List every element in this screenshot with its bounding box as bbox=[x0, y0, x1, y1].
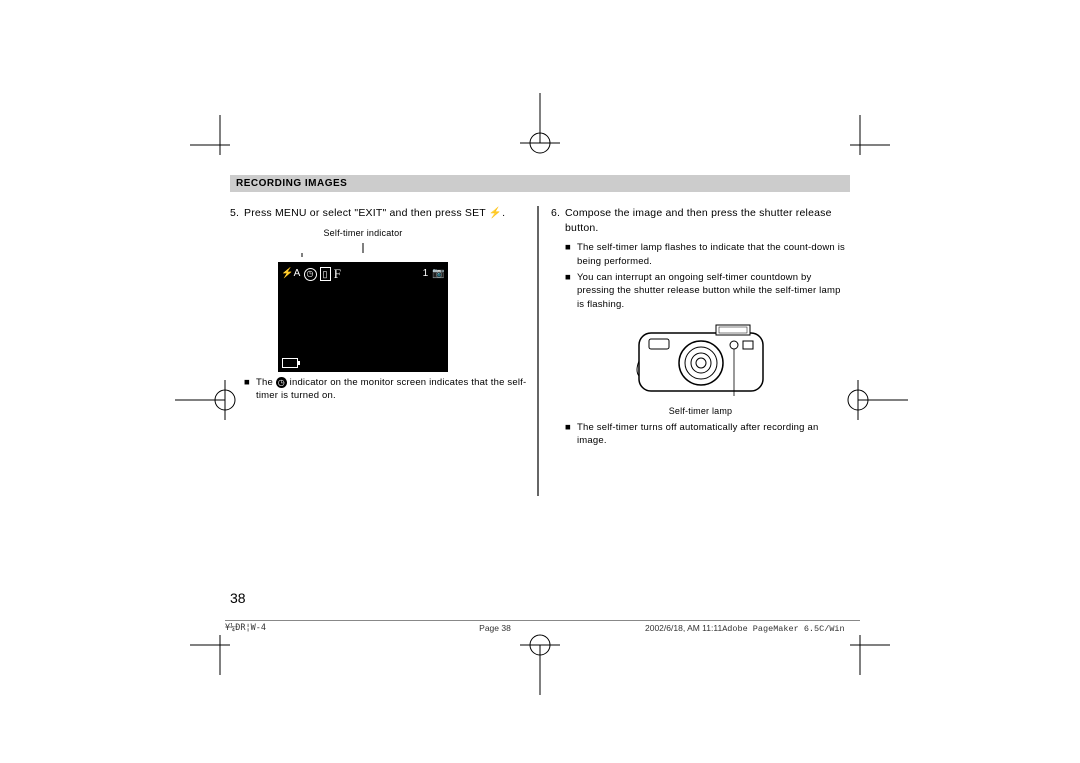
footer-meta: 2002/6/18, AM 11:11Adobe PageMaker 6.5C/… bbox=[595, 623, 860, 634]
two-column-layout: 5. Press MENU or select "EXIT" and then … bbox=[230, 206, 850, 496]
lcd-screen: ⚡A ◷ ▯ F 1 📷 bbox=[278, 262, 448, 372]
lcd-top-row: ⚡A ◷ ▯ F 1 📷 bbox=[281, 265, 445, 283]
square-bullet-icon: ■ bbox=[565, 421, 577, 448]
step-number: 5. bbox=[230, 206, 244, 221]
left-column: 5. Press MENU or select "EXIT" and then … bbox=[230, 206, 537, 496]
flash-icon: ⚡ bbox=[489, 207, 502, 219]
camera-illustration-icon bbox=[631, 321, 771, 396]
crop-mark-tl bbox=[190, 115, 250, 175]
square-bullet-icon: ■ bbox=[565, 271, 577, 311]
battery-icon bbox=[282, 358, 298, 368]
note-bullet: ■ You can interrupt an ongoing self-time… bbox=[565, 271, 850, 311]
note-bullet: ■ The self-timer lamp flashes to indicat… bbox=[565, 241, 850, 268]
column-divider bbox=[537, 206, 539, 496]
step-text: Press MENU or select "EXIT" and then pre… bbox=[244, 206, 529, 221]
camera-caption: Self-timer lamp bbox=[626, 405, 776, 418]
note-bullet: ■ The self-timer turns off automatically… bbox=[565, 421, 850, 448]
lcd-caption-top: Self-timer indicator bbox=[258, 227, 468, 240]
timer-inline-icon: ◷ bbox=[276, 377, 287, 388]
crop-mark-tr bbox=[830, 115, 890, 175]
square-bullet-icon: ■ bbox=[565, 241, 577, 268]
footer-page: Page 38 bbox=[395, 623, 595, 634]
step-6: 6. Compose the image and then press the … bbox=[551, 206, 850, 235]
right-column: 6. Compose the image and then press the … bbox=[547, 206, 850, 496]
print-footer: ¥¼ÐR¦W-4 Page 38 2002/6/18, AM 11:11Adob… bbox=[225, 620, 860, 634]
shot-count: 1 bbox=[423, 267, 429, 281]
note-bullet: ■ The ◷ indicator on the monitor screen … bbox=[244, 376, 529, 403]
camera-figure: Self-timer lamp bbox=[626, 321, 776, 417]
timer-icon: ◷ bbox=[304, 268, 317, 281]
step-number: 6. bbox=[551, 206, 565, 235]
flash-auto-icon: ⚡A bbox=[281, 267, 301, 281]
page-content: RECORDING IMAGES 5. Press MENU or select… bbox=[230, 175, 850, 496]
f-indicator: F bbox=[334, 265, 341, 283]
lcd-figure: Self-timer indicator ⚡A ◷ ▯ F 1 📷 bbox=[258, 227, 468, 372]
square-bullet-icon: ■ bbox=[244, 376, 256, 403]
note-text: The ◷ indicator on the monitor screen in… bbox=[256, 376, 529, 403]
step-text: Compose the image and then press the shu… bbox=[565, 206, 850, 235]
card-icon: ▯ bbox=[320, 267, 331, 282]
section-header: RECORDING IMAGES bbox=[230, 175, 850, 192]
step-5: 5. Press MENU or select "EXIT" and then … bbox=[230, 206, 529, 221]
camera-mode-icon: 📷 bbox=[432, 267, 445, 281]
footer-doc-id: ¥¼ÐR¦W-4 bbox=[225, 623, 395, 634]
callout-line-icon bbox=[258, 243, 468, 257]
crop-mark-tc bbox=[510, 93, 570, 173]
page-number: 38 bbox=[230, 590, 246, 606]
